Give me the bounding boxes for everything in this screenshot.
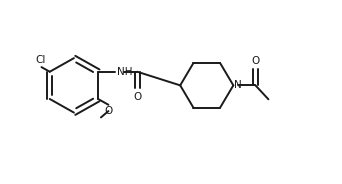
Text: O: O [133, 92, 141, 102]
Text: O: O [104, 106, 113, 116]
Text: N: N [234, 80, 242, 90]
Text: NH: NH [117, 67, 132, 77]
Text: Cl: Cl [35, 55, 45, 65]
Text: O: O [251, 56, 260, 66]
